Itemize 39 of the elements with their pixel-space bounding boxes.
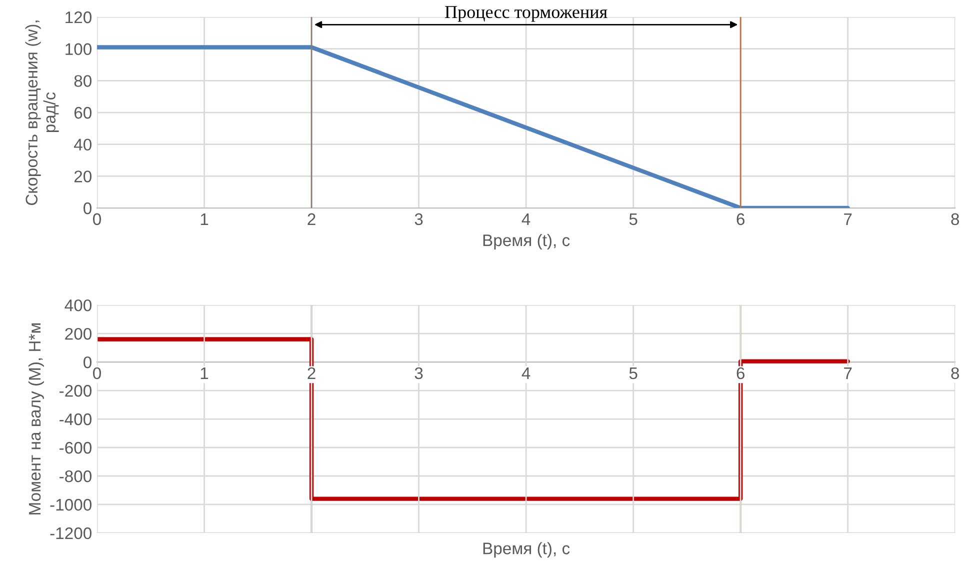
x-tick-label: 0 <box>93 367 101 380</box>
y-tick-label: 60 <box>74 106 92 119</box>
x-tick-label: 7 <box>844 213 852 225</box>
y-tick-label: -600 <box>60 442 92 454</box>
x-tick-label: 2 <box>308 367 316 379</box>
y-tick-label: 100 <box>66 43 92 56</box>
x-axis-title: Время (t), с <box>483 542 570 558</box>
x-tick-label: 7 <box>844 368 852 379</box>
x-axis-title: Время (t), с <box>483 234 570 250</box>
y-tick-label: -1000 <box>50 498 92 511</box>
y-tick-label: -1200 <box>50 527 92 540</box>
y-tick-label: 20 <box>74 170 92 182</box>
y-tick-label: 40 <box>74 138 92 151</box>
x-tick-label: 1 <box>200 368 208 379</box>
x-tick-label: 5 <box>629 213 638 226</box>
x-tick-label: 0 <box>93 213 101 226</box>
x-tick-label: 8 <box>951 367 960 380</box>
y-tick-label: -400 <box>60 413 92 426</box>
y-tick-label: 120 <box>66 11 92 24</box>
x-tick-label: 6 <box>736 367 744 380</box>
x-tick-label: 5 <box>629 368 638 380</box>
x-tick-label: 3 <box>414 367 423 380</box>
y-tick-label: 0 <box>84 356 92 368</box>
x-tick-label: 2 <box>308 213 316 225</box>
y-tick-label: 200 <box>65 328 92 340</box>
x-tick-label: 6 <box>736 213 744 226</box>
x-tick-label: 3 <box>414 213 423 226</box>
x-tick-label: 8 <box>951 213 960 226</box>
y-tick-label: 80 <box>74 75 92 87</box>
y-tick-label: 0 <box>84 202 92 214</box>
y-tick-label: -800 <box>60 470 92 482</box>
y-tick-label: 400 <box>64 299 92 312</box>
annotation: Процесс торможения <box>445 6 608 22</box>
y-axis-title: Момент на валу (М), Н*м <box>28 323 44 514</box>
y-axis-title: Скорость вращения (w), рад/с <box>25 20 59 206</box>
y-tick-label: -200 <box>60 384 92 397</box>
x-tick-label: 1 <box>200 213 208 225</box>
x-tick-label: 4 <box>522 213 530 225</box>
x-tick-label: 4 <box>522 368 530 379</box>
